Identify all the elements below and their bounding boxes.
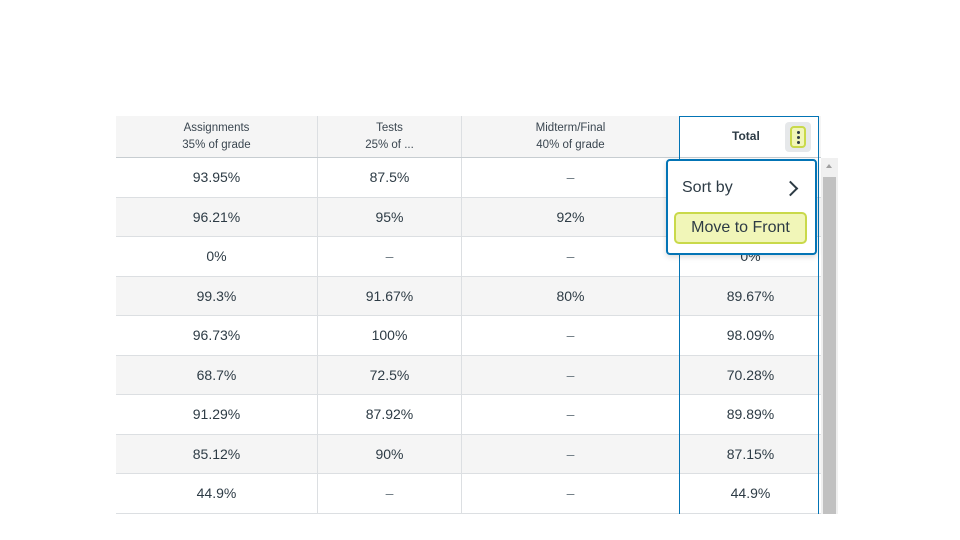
table-row: 96.73% 100% – 98.09% bbox=[116, 316, 821, 356]
total-options-button[interactable] bbox=[785, 122, 811, 152]
cell-tests[interactable]: 87.5% bbox=[318, 158, 462, 197]
cell-total[interactable]: 89.67% bbox=[726, 287, 775, 304]
cell-assignments[interactable]: 96.21% bbox=[116, 197, 318, 236]
cell-midterm-final[interactable]: – bbox=[462, 355, 680, 394]
cell-midterm-final[interactable]: – bbox=[462, 316, 680, 355]
cell-total[interactable]: 98.09% bbox=[726, 327, 775, 344]
cell-assignments[interactable]: 96.73% bbox=[116, 316, 318, 355]
table-row: 91.29% 87.92% – 89.89% bbox=[116, 395, 821, 435]
table-row: 99.3% 91.67% 80% 89.67% bbox=[116, 276, 821, 316]
menu-item-sort-by[interactable]: Sort by bbox=[682, 177, 802, 199]
kebab-menu-icon[interactable] bbox=[790, 126, 806, 148]
cell-total[interactable]: 44.9% bbox=[730, 485, 771, 502]
cell-midterm-final[interactable]: – bbox=[462, 474, 680, 513]
cell-assignments[interactable]: 99.3% bbox=[116, 276, 318, 315]
column-header-subtitle: 35% of grade bbox=[182, 138, 251, 151]
cell-midterm-final[interactable]: 92% bbox=[462, 197, 680, 236]
table-row: 93.95% 87.5% – bbox=[116, 158, 821, 198]
cell-tests[interactable]: – bbox=[318, 237, 462, 276]
cell-assignments[interactable]: 44.9% bbox=[116, 474, 318, 513]
column-header-subtitle: 40% of grade bbox=[536, 138, 605, 151]
cell-midterm-final[interactable]: 80% bbox=[462, 276, 680, 315]
cell-tests[interactable]: 95% bbox=[318, 197, 462, 236]
cell-midterm-final[interactable]: – bbox=[462, 158, 680, 197]
chevron-right-icon bbox=[782, 180, 799, 196]
cell-midterm-final[interactable]: – bbox=[462, 237, 680, 276]
column-header-title: Assignments bbox=[183, 121, 250, 134]
cell-midterm-final[interactable]: – bbox=[462, 434, 680, 473]
cell-tests[interactable]: – bbox=[318, 474, 462, 513]
cell-total[interactable]: 89.89% bbox=[726, 406, 775, 423]
column-options-menu: Sort by Move to Front bbox=[666, 159, 817, 255]
cell-tests[interactable]: 90% bbox=[318, 434, 462, 473]
table-row: 44.9% – –44.9% bbox=[116, 474, 821, 514]
cell-assignments[interactable]: 0% bbox=[116, 237, 318, 276]
column-header-title: Tests bbox=[376, 121, 403, 134]
column-header-tests[interactable]: Tests 25% of ... bbox=[318, 116, 462, 157]
scrollbar-thumb[interactable] bbox=[823, 177, 836, 514]
cell-tests[interactable]: 100% bbox=[318, 316, 462, 355]
cell-assignments[interactable]: 85.12% bbox=[116, 434, 318, 473]
cell-assignments[interactable]: 91.29% bbox=[116, 395, 318, 434]
cell-total[interactable]: 87.15% bbox=[726, 445, 775, 462]
cell-midterm-final[interactable]: – bbox=[462, 395, 680, 434]
cell-tests[interactable]: 72.5% bbox=[318, 355, 462, 394]
cell-total[interactable]: 70.28% bbox=[726, 366, 775, 383]
column-header-midterm-final[interactable]: Midterm/Final 40% of grade bbox=[462, 116, 680, 157]
cell-assignments[interactable]: 68.7% bbox=[116, 355, 318, 394]
table-row: 68.7% 72.5% – 70.28% bbox=[116, 355, 821, 395]
column-header-title: Midterm/Final bbox=[535, 121, 606, 134]
cell-tests[interactable]: 87.92% bbox=[318, 395, 462, 434]
move-to-front-label: Move to Front bbox=[691, 219, 790, 236]
table-row: 85.12% 90% – 87.15% bbox=[116, 434, 821, 474]
scroll-up-arrow-icon[interactable] bbox=[826, 164, 832, 168]
column-header-subtitle: 25% of ... bbox=[365, 138, 414, 151]
cell-tests[interactable]: 91.67% bbox=[318, 276, 462, 315]
column-header-assignments[interactable]: Assignments 35% of grade bbox=[116, 116, 318, 157]
column-header-total[interactable]: Total bbox=[680, 117, 818, 157]
cell-assignments[interactable]: 93.95% bbox=[116, 158, 318, 197]
total-header-label: Total bbox=[732, 129, 760, 143]
menu-item-move-to-front[interactable]: Move to Front bbox=[674, 212, 807, 244]
vertical-scrollbar[interactable] bbox=[821, 158, 838, 514]
sort-by-label: Sort by bbox=[682, 179, 733, 196]
